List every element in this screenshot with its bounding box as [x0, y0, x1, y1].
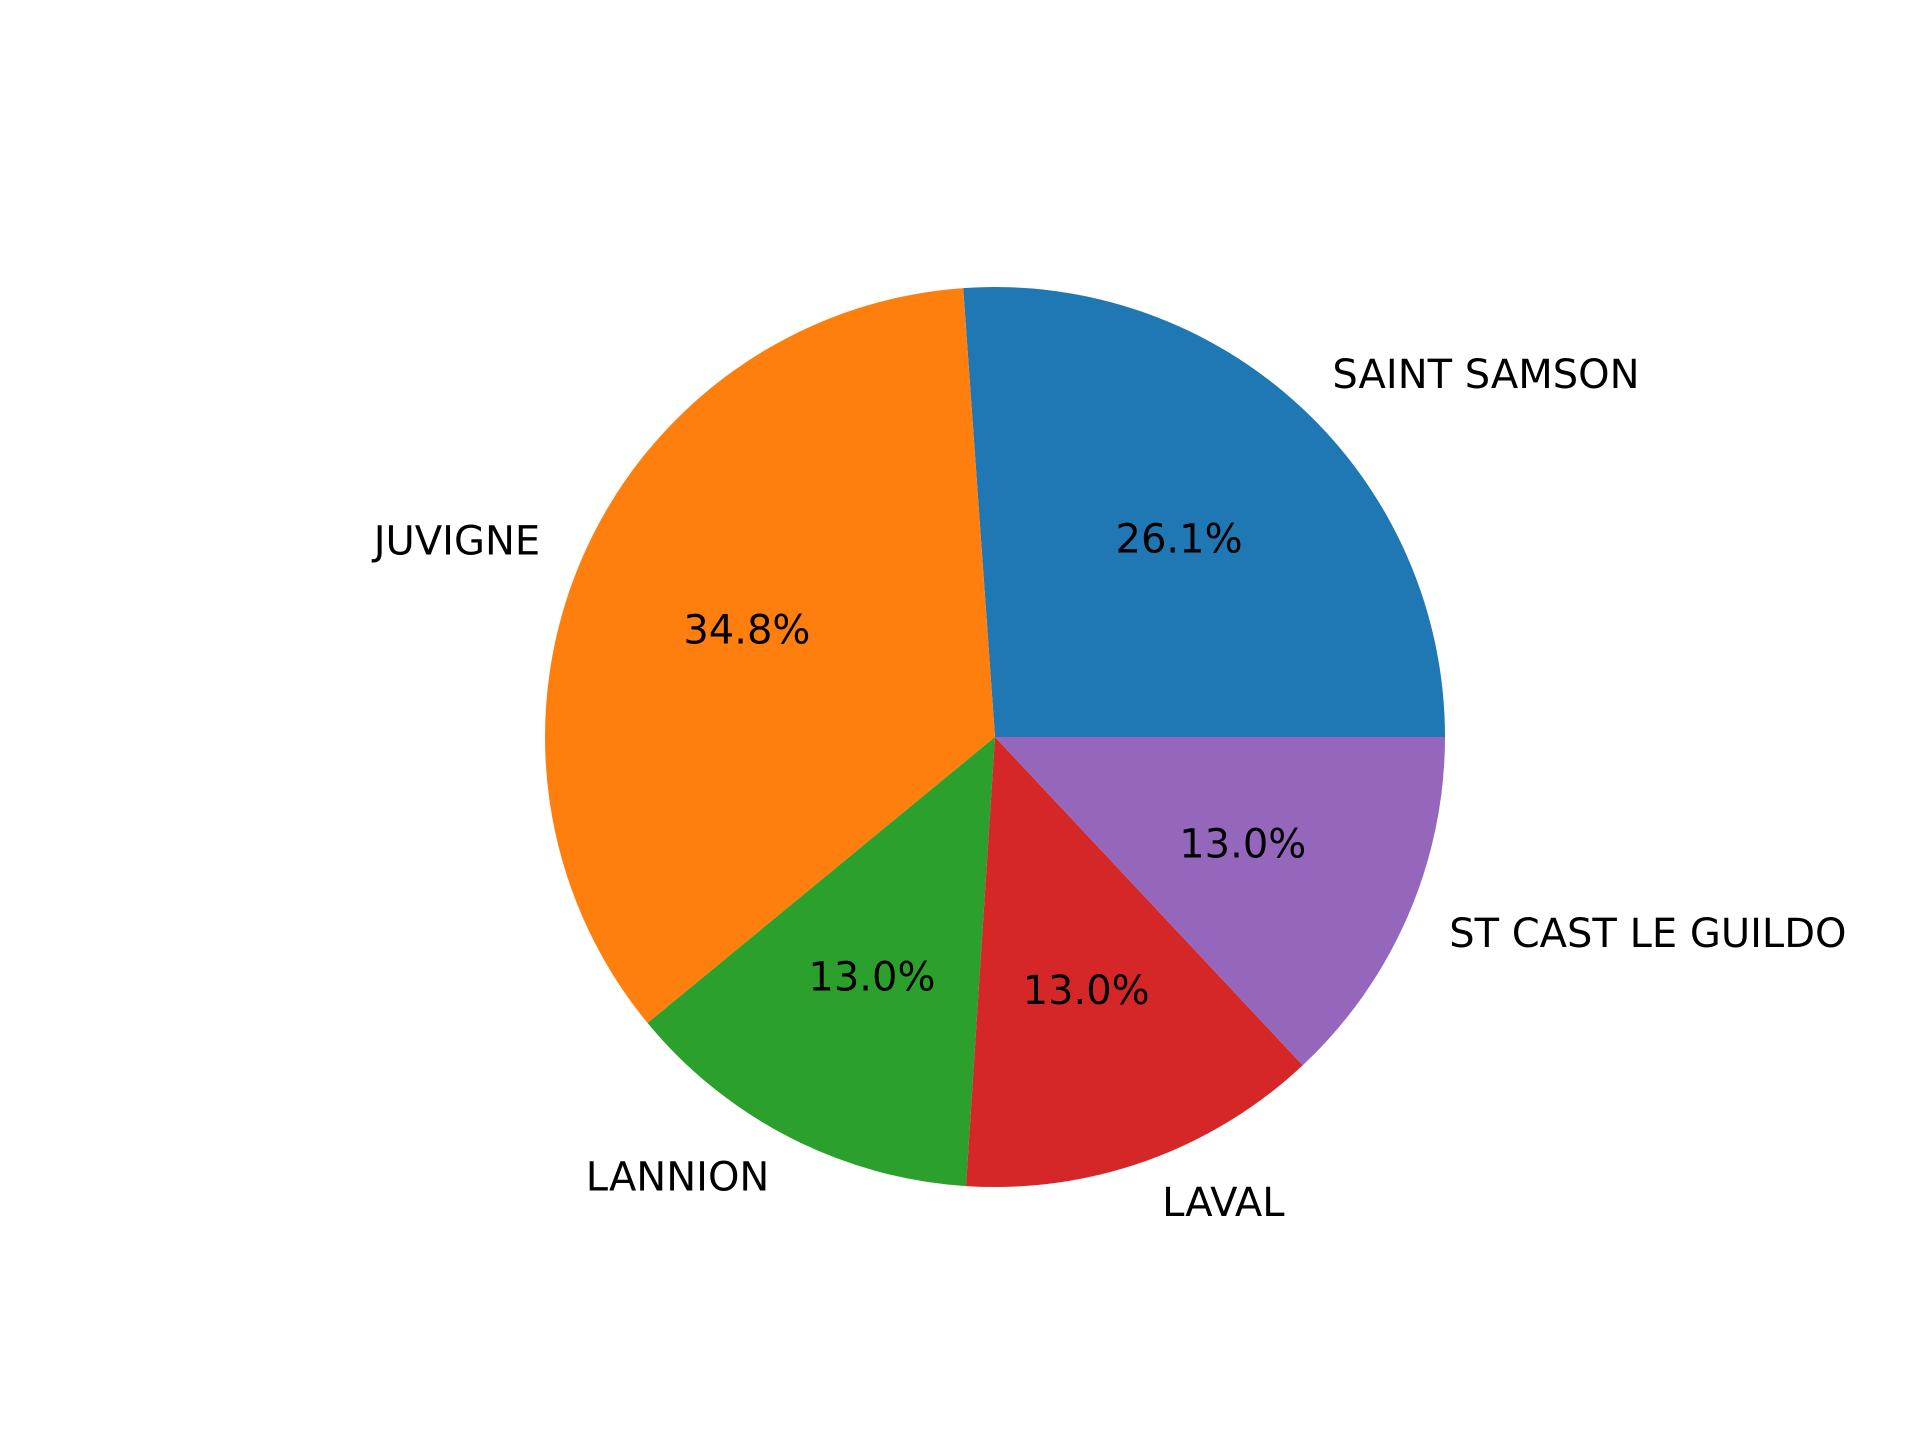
- pie-slice-lannion: [647, 737, 995, 1187]
- pie-slice-juvigne: [545, 288, 995, 1023]
- pie-slices: [545, 287, 1445, 1188]
- pie-slice-laval: [966, 737, 1303, 1188]
- slice-percent-label: 26.1%: [1116, 516, 1243, 562]
- slice-label: SAINT SAMSON: [1332, 352, 1639, 398]
- slice-label: LANNION: [586, 1155, 770, 1201]
- slice-label: LAVAL: [1162, 1180, 1285, 1226]
- slice-percent-label: 13.0%: [808, 954, 935, 1000]
- slice-percent-label: 13.0%: [1023, 968, 1150, 1014]
- pie-slice-saint-samson: [963, 287, 1445, 737]
- slice-percent-label: 13.0%: [1179, 821, 1306, 867]
- pie-labels: SAINT SAMSON 26.1% JUVIGNE 34.8% LANNION 13.0…: [371, 352, 1847, 1226]
- pie-slice-st-cast-le-guildo: [995, 737, 1445, 1066]
- slice-percent-label: 34.8%: [683, 607, 810, 653]
- slice-label: JUVIGNE: [371, 519, 540, 565]
- slice-label: ST CAST LE GUILDO: [1449, 911, 1846, 957]
